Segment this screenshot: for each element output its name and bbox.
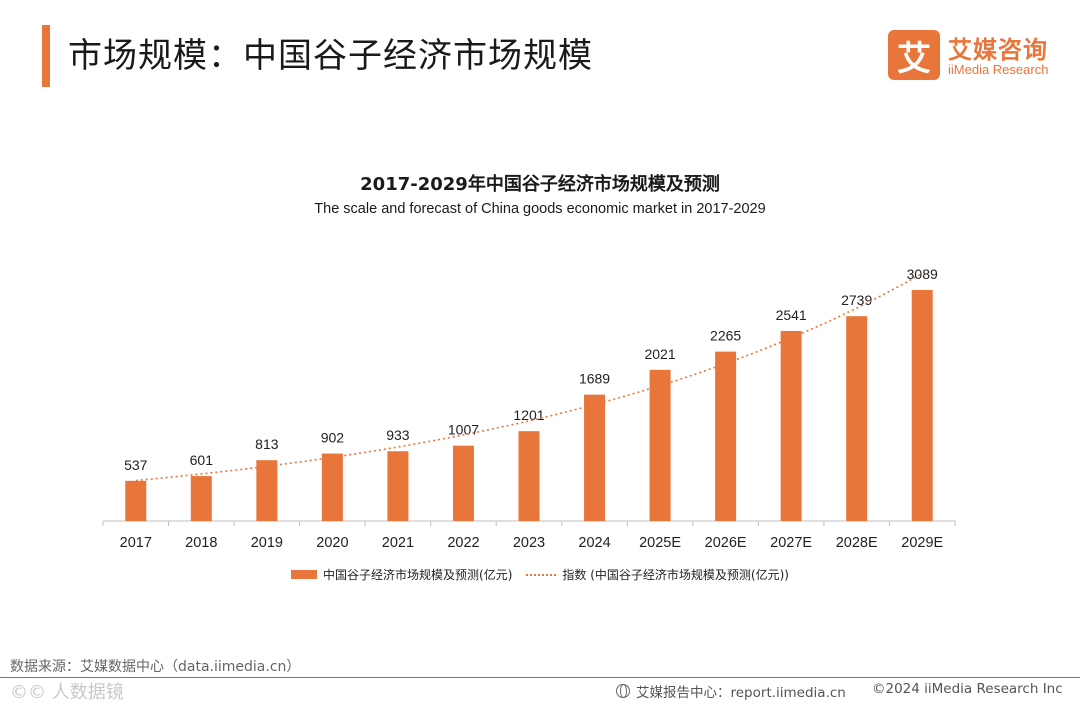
- footer-report: 艾媒报告中心：report.iimedia.cn: [616, 681, 846, 701]
- data-label-2028E: 2739: [841, 292, 872, 308]
- bar-2018: [190, 476, 212, 521]
- chart-legend: 中国谷子经济市场规模及预测(亿元) 指数 (中国谷子经济市场规模及预测(亿元)): [0, 566, 1080, 583]
- legend-bar-label: 中国谷子经济市场规模及预测(亿元): [323, 568, 513, 582]
- x-tick-label-2028E: 2028E: [836, 535, 878, 551]
- bar-2021: [387, 451, 409, 521]
- data-label-2027E: 2541: [776, 307, 807, 323]
- x-tick-label-2021: 2021: [382, 535, 414, 551]
- x-tick-label-2017: 2017: [120, 535, 152, 551]
- data-label-2022: 1007: [448, 422, 479, 438]
- data-label-2026E: 2265: [710, 328, 741, 344]
- footer-report-text: 艾媒报告中心：report.iimedia.cn: [636, 685, 846, 701]
- footer-copyright: ©2024 iiMedia Research Inc: [872, 681, 1063, 697]
- x-tick-label-2019: 2019: [251, 535, 283, 551]
- trendline: [135, 272, 923, 482]
- globe-icon: [616, 684, 630, 698]
- title-accent-bar: [42, 25, 50, 87]
- bar-2023: [518, 431, 540, 521]
- data-label-2024: 1689: [579, 371, 610, 387]
- logo-cn-text: 艾媒咨询: [948, 36, 1048, 64]
- x-tick-label-2022: 2022: [447, 535, 479, 551]
- footer-divider: [0, 677, 1080, 678]
- x-tick-label-2026E: 2026E: [705, 535, 747, 551]
- logo-en-text: iiMedia Research: [948, 62, 1049, 77]
- bar-2025E: [649, 369, 671, 521]
- bar-2029E: [911, 290, 933, 521]
- x-tick-label-2025E: 2025E: [639, 535, 681, 551]
- x-tick-label-2029E: 2029E: [901, 535, 943, 551]
- bar-2028E: [846, 316, 868, 521]
- x-tick-label-2024: 2024: [578, 535, 610, 551]
- chart-title: 2017-2029年中国谷子经济市场规模及预测: [360, 174, 720, 195]
- logo-mark: 艾: [888, 30, 940, 80]
- page-title: 市场规模：中国谷子经济市场规模: [68, 36, 593, 76]
- bar-2017: [125, 480, 147, 521]
- x-tick-label-2023: 2023: [513, 535, 545, 551]
- x-tick-label-2018: 2018: [185, 535, 217, 551]
- bar-2022: [452, 445, 474, 521]
- data-label-2017: 537: [124, 457, 148, 473]
- x-tick-label-2020: 2020: [316, 535, 348, 551]
- data-label-2019: 813: [255, 436, 279, 452]
- watermark: ©© 人数据镜: [10, 682, 124, 703]
- data-label-2023: 1201: [513, 407, 544, 423]
- x-tick-label-2027E: 2027E: [770, 535, 812, 551]
- data-label-2021: 933: [386, 427, 410, 443]
- data-label-2025E: 2021: [644, 346, 675, 362]
- bar-2027E: [780, 330, 802, 521]
- iimedia-logo: 艾 艾媒咨询 iiMedia Research: [888, 30, 1068, 80]
- data-label-2020: 902: [321, 430, 345, 446]
- legend-trend-swatch: [526, 573, 557, 576]
- legend-trend-label: 指数 (中国谷子经济市场规模及预测(亿元)): [562, 568, 789, 582]
- chart-subtitle: The scale and forecast of China goods ec…: [314, 201, 766, 217]
- data-label-2018: 601: [190, 452, 214, 468]
- bar-2019: [256, 460, 278, 521]
- data-source: 数据来源：艾媒数据中心（data.iimedia.cn）: [10, 659, 301, 675]
- bar-2026E: [715, 351, 737, 521]
- bar-2020: [321, 453, 343, 521]
- legend-bar-swatch: [291, 570, 318, 579]
- bar-2024: [584, 394, 606, 521]
